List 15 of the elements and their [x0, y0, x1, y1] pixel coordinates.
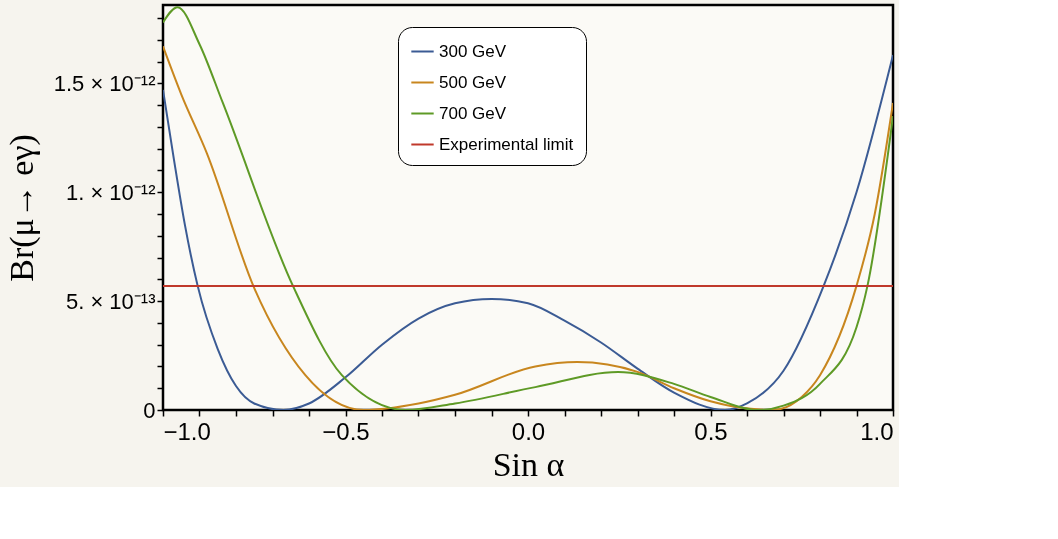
legend-label: 500 GeV [439, 72, 507, 92]
x-tick-label: −0.5 [322, 417, 370, 445]
x-tick-label: −1.0 [163, 417, 211, 445]
y-tick-label: 1. × 10⁻¹² [65, 179, 156, 205]
y-tick-label: 1.5 × 10⁻¹² [53, 70, 156, 96]
x-tick-label: 0.0 [511, 417, 546, 445]
x-axis-title: Sin α [492, 445, 565, 483]
legend-label: Experimental limit [439, 134, 574, 154]
y-tick-label: 5. × 10⁻¹³ [65, 288, 156, 314]
x-tick-label: 0.5 [694, 417, 728, 445]
y-tick-label: 0 [143, 397, 156, 423]
legend-label: 700 GeV [439, 103, 507, 123]
x-tick-label: 1.0 [860, 417, 894, 445]
legend-label: 300 GeV [439, 41, 507, 61]
y-axis-title: Br(μ→ eγ) [2, 134, 41, 282]
